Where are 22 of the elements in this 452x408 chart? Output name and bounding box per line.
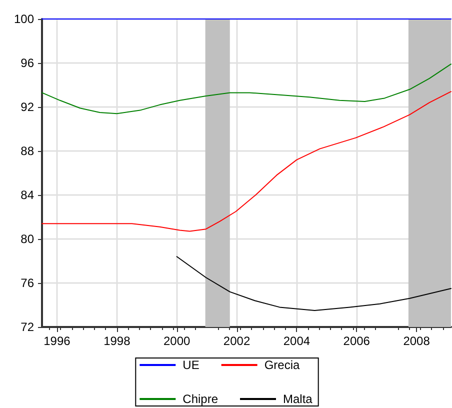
y-tick-label: 88 <box>20 144 34 158</box>
y-tick-label: 100 <box>14 12 34 26</box>
x-tick-label: 2002 <box>223 334 250 348</box>
y-tick-label: 96 <box>20 56 34 70</box>
legend-label: Chipre <box>182 392 218 406</box>
x-tick-label: 1996 <box>44 334 71 348</box>
y-tick-label: 84 <box>20 188 34 202</box>
x-tick-label: 2000 <box>163 334 191 348</box>
x-tick-label: 2004 <box>283 334 310 348</box>
x-tick-label: 1998 <box>104 334 131 348</box>
legend-label: UE <box>182 358 200 372</box>
x-tick-label: 2008 <box>403 334 430 348</box>
line-series <box>42 64 452 114</box>
legend-label: Grecia <box>264 358 300 372</box>
y-tick-label: 76 <box>20 276 34 290</box>
y-tick-label: 80 <box>20 232 34 246</box>
line-series <box>176 256 452 311</box>
line-series <box>42 91 452 232</box>
legend-label: Malta <box>283 392 313 406</box>
y-tick-label: 72 <box>20 320 34 334</box>
x-tick-label: 2006 <box>343 334 370 348</box>
y-tick-label: 92 <box>20 100 34 114</box>
